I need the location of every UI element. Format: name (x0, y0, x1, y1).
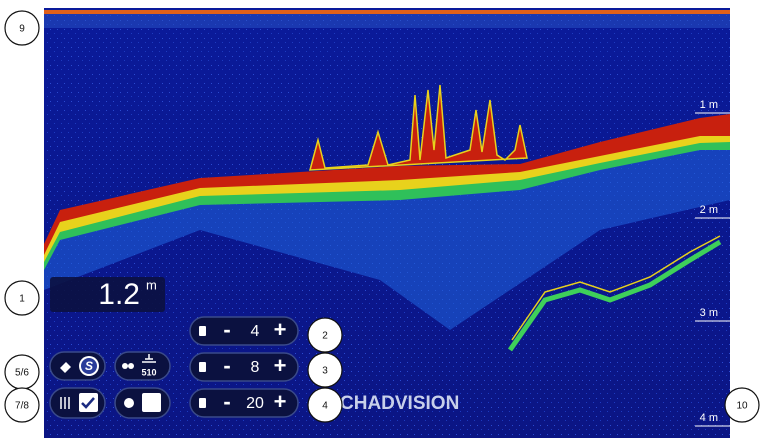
control-pill (189, 388, 299, 418)
plus-button[interactable]: + (274, 389, 287, 414)
logo: CHADVISION (340, 393, 459, 414)
plus-button[interactable]: + (274, 317, 287, 342)
callout-label: 10 (736, 401, 748, 412)
callout-circle (307, 352, 343, 388)
depth-label: 4 m (700, 412, 718, 424)
control-value: 4 (251, 323, 260, 340)
callout-circle (4, 387, 40, 423)
control-value: 8 (251, 359, 260, 376)
frequency-label: 510 (141, 367, 156, 377)
minus-button[interactable]: - (223, 389, 230, 414)
control-pill (189, 316, 299, 346)
callout-circle (307, 387, 343, 423)
depth-label: 2 m (700, 204, 718, 216)
minus-button[interactable]: - (223, 353, 230, 378)
callout-circle (4, 10, 40, 46)
callout-label: 2 (322, 331, 328, 342)
callout-circle (724, 387, 760, 423)
depth-label: 3 m (700, 307, 718, 319)
control-value: 20 (246, 395, 264, 412)
callout-circle (307, 317, 343, 353)
sonar-view (44, 8, 730, 438)
minus-button[interactable]: - (223, 317, 230, 342)
callout-circle (4, 280, 40, 316)
depth-readout: 1.2 m (50, 277, 165, 312)
buttons: S 510 (49, 351, 171, 419)
frequency-button[interactable] (114, 351, 171, 381)
depth-unit: m (146, 277, 157, 292)
plus-button[interactable]: + (274, 353, 287, 378)
checkbox[interactable] (142, 393, 161, 412)
callout-label: 7/8 (15, 401, 29, 412)
sonar-mode-label: S (85, 359, 93, 373)
depth-value: 1.2 (98, 278, 140, 311)
control-pill (189, 352, 299, 382)
controls: -4 +- 8 +- 20 + (189, 316, 299, 418)
callouts: 9 1 5/6 7/8 2 3 4 10 (4, 10, 760, 423)
callout-label: 3 (322, 366, 328, 377)
callout-label: 4 (322, 401, 328, 412)
control-icon (199, 362, 206, 372)
callout-label: 1 (19, 294, 25, 305)
depth-label: 1 m (700, 99, 718, 111)
depth-scale: 1 m 2 m 3 m 4 m (695, 99, 730, 427)
control-icon (199, 398, 206, 408)
control-icon (199, 326, 206, 336)
callout-label: 5/6 (15, 368, 29, 379)
callout-label: 9 (19, 24, 25, 35)
